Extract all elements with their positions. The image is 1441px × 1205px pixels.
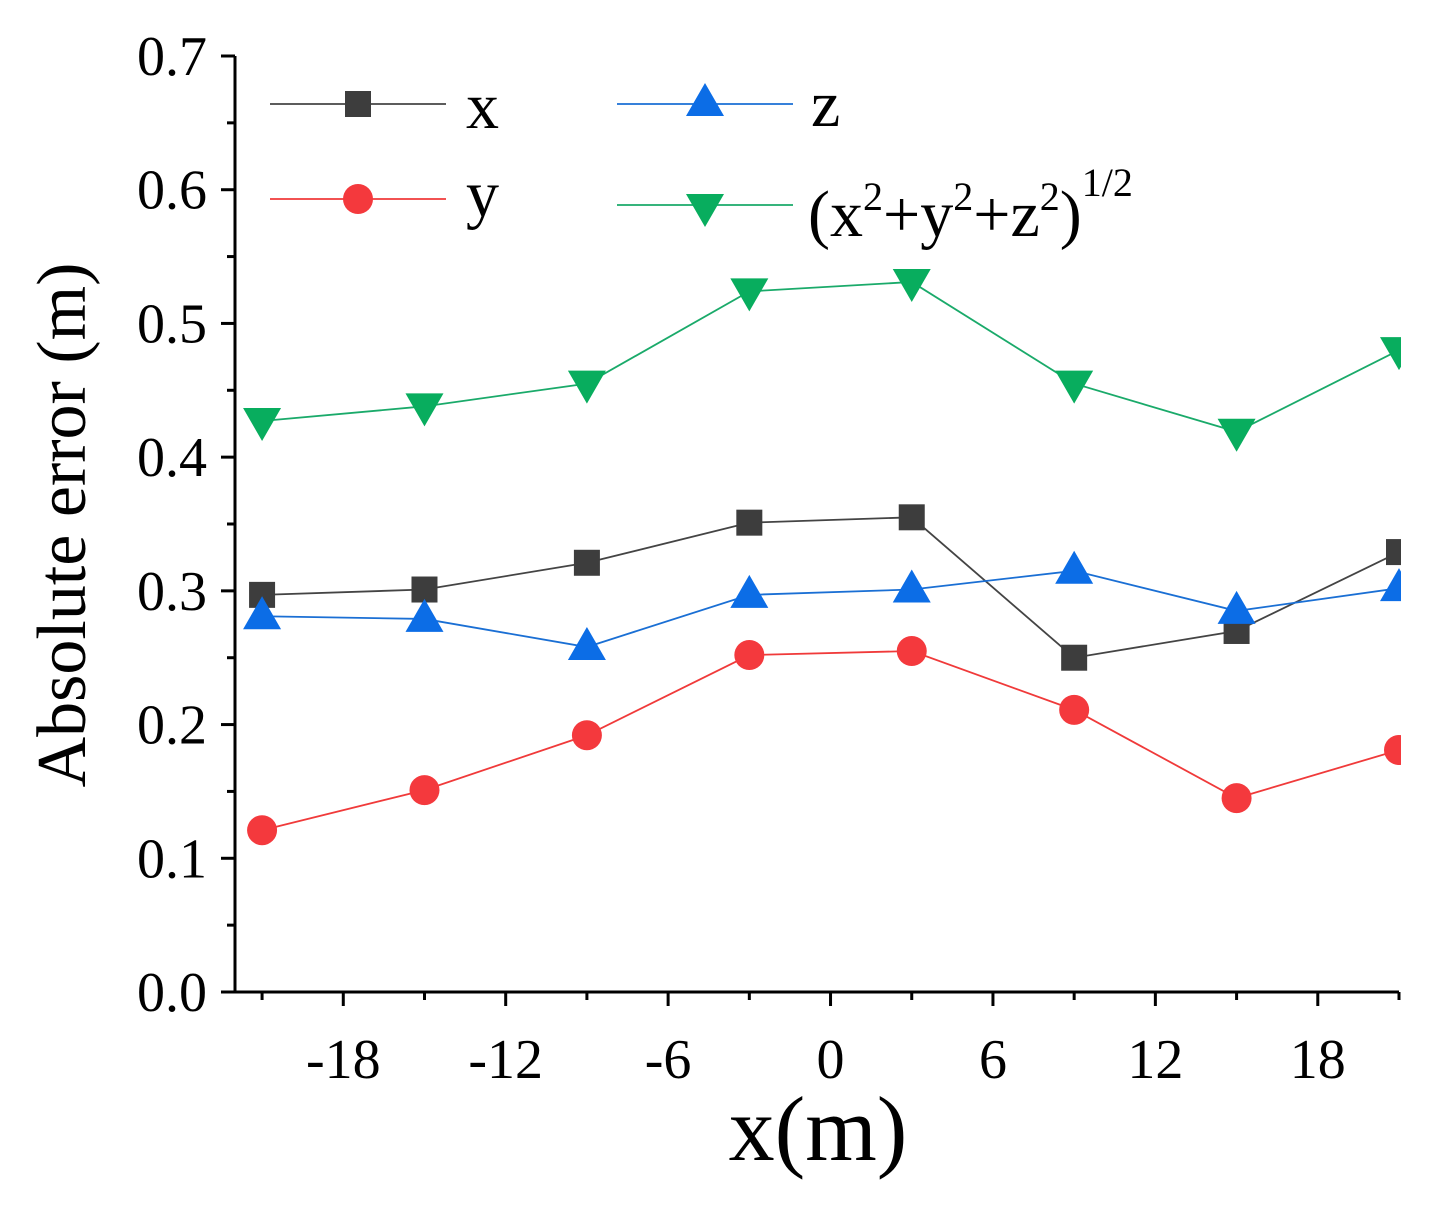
data-point-x xyxy=(573,549,600,576)
data-point-y xyxy=(734,640,765,671)
data-point-y xyxy=(571,720,602,751)
legend: x y z (x2+y2+z2)1/2 xyxy=(270,68,1133,251)
legend-item-r: (x2+y2+z2)1/2 xyxy=(617,160,1133,251)
x-tick-label: 6 xyxy=(979,1029,1007,1091)
y-tick-label: 0.5 xyxy=(137,293,207,355)
data-point-z xyxy=(892,569,931,603)
legend-label-y: y xyxy=(466,158,499,231)
y-tick-label: 0.6 xyxy=(137,160,207,222)
data-point-y xyxy=(1384,734,1401,765)
x-tick-label: 12 xyxy=(1127,1029,1183,1091)
data-point-r xyxy=(730,278,769,312)
data-point-z xyxy=(567,627,606,661)
y-tick-label: 0.4 xyxy=(137,427,207,489)
data-point-x xyxy=(736,509,763,536)
x-ticks: -18 -12 -6 0 6 12 18 xyxy=(260,992,1401,1091)
x-tick-label: -18 xyxy=(306,1029,381,1091)
legend-marker-circle xyxy=(343,184,373,214)
legend-r-sup1: 2 xyxy=(863,174,883,219)
legend-r-sup2: 2 xyxy=(953,174,973,219)
legend-r-part3: +z xyxy=(973,178,1040,251)
series-layer xyxy=(243,268,1401,846)
x-tick-label: 0 xyxy=(817,1029,845,1091)
data-point-r xyxy=(405,393,444,427)
y-axis-title: Absolute error (m) xyxy=(24,263,101,788)
data-point-r xyxy=(243,408,282,442)
data-point-y xyxy=(1059,694,1090,725)
data-point-y xyxy=(1221,783,1252,814)
x-axis-title: x(m) xyxy=(729,1078,908,1180)
data-point-x xyxy=(1386,539,1401,566)
legend-marker-triangle-up xyxy=(686,83,724,116)
y-ticks: 0.0 0.1 0.2 0.3 0.4 0.5 0.6 0.7 xyxy=(137,26,235,1024)
y-tick-label: 0.7 xyxy=(137,26,207,88)
data-point-z xyxy=(1380,568,1401,602)
data-point-z xyxy=(1055,550,1094,584)
x-tick-label: -6 xyxy=(645,1029,692,1091)
x-tick-label: 18 xyxy=(1290,1029,1346,1091)
data-point-r xyxy=(567,370,606,404)
data-point-x xyxy=(1061,644,1088,671)
data-point-y xyxy=(896,636,927,667)
legend-label-r: (x2+y2+z2)1/2 xyxy=(808,160,1133,251)
y-tick-label: 0.0 xyxy=(137,962,207,1024)
data-point-r xyxy=(1217,418,1256,452)
x-tick-label: -12 xyxy=(468,1029,543,1091)
data-point-z xyxy=(405,598,444,632)
data-point-r xyxy=(1380,337,1401,371)
legend-marker-square xyxy=(345,91,371,117)
series-line-y xyxy=(261,650,1400,832)
y-tick-label: 0.1 xyxy=(137,828,207,890)
legend-item-x: x xyxy=(270,70,499,143)
data-point-z xyxy=(1217,590,1256,624)
data-point-z xyxy=(243,596,282,630)
series-line-x xyxy=(262,516,1400,659)
y-tick-label: 0.3 xyxy=(137,561,207,623)
data-point-x xyxy=(411,576,438,603)
legend-r-part2: +y xyxy=(883,178,953,251)
series-line-r xyxy=(261,281,1400,433)
data-point-r xyxy=(892,268,931,302)
legend-label-x: x xyxy=(466,70,499,143)
legend-r-sup4: 1/2 xyxy=(1082,160,1133,205)
legend-r-part4: ) xyxy=(1060,178,1082,251)
data-point-x xyxy=(898,504,925,531)
legend-item-z: z xyxy=(617,68,840,141)
legend-label-z: z xyxy=(811,68,840,141)
data-point-r xyxy=(1055,370,1094,404)
data-point-y xyxy=(247,815,278,846)
data-point-y xyxy=(409,775,440,806)
legend-item-y: y xyxy=(270,158,499,231)
legend-marker-triangle-down xyxy=(686,194,724,227)
series-line-z xyxy=(262,569,1400,648)
data-point-z xyxy=(730,574,769,608)
legend-r-part1: (x xyxy=(808,178,863,251)
legend-r-sup3: 2 xyxy=(1040,174,1060,219)
y-tick-label: 0.2 xyxy=(137,695,207,757)
